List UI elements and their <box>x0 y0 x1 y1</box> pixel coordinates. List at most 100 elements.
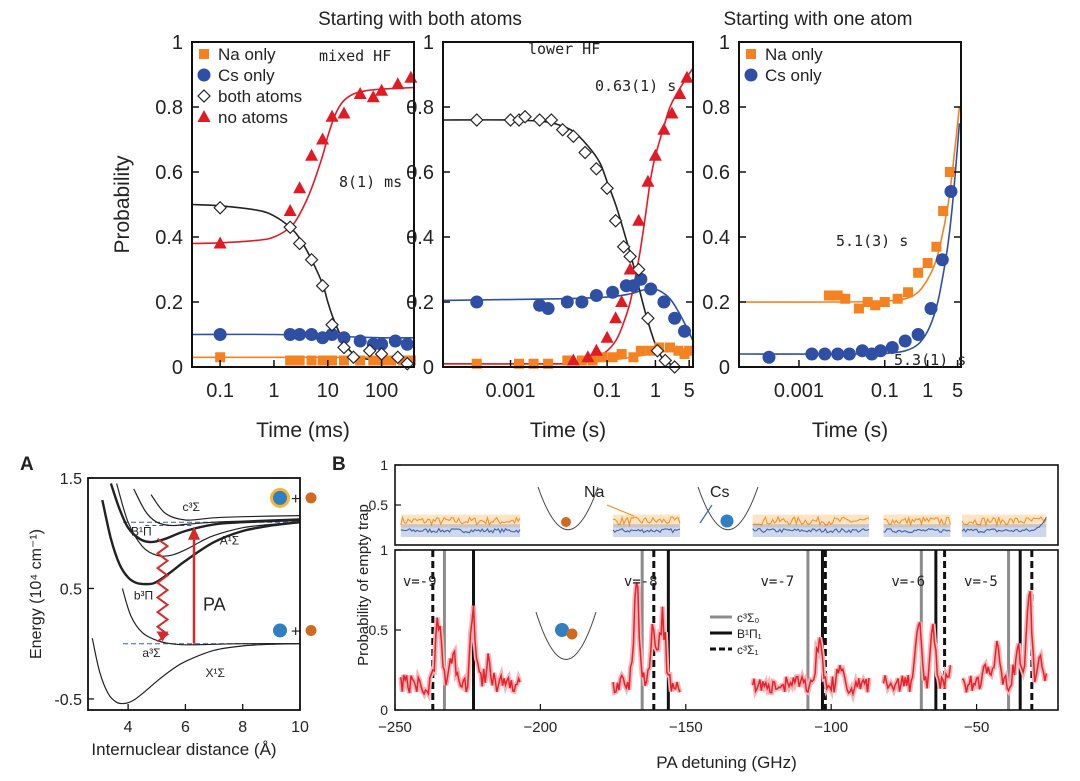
point-both-atoms <box>544 113 559 127</box>
annotation: 8(1) ms <box>339 173 402 191</box>
point-cs-only <box>560 295 574 309</box>
point-both-atoms <box>650 343 665 358</box>
point-na-only <box>832 290 843 301</box>
point-both-atoms <box>566 129 581 144</box>
trap-na-icon <box>537 486 599 531</box>
trace-cs <box>961 517 1047 534</box>
x-tick-label: −150 <box>669 719 703 736</box>
point-cs-only <box>634 272 648 286</box>
wavy-arrowhead <box>156 631 169 642</box>
trace-na <box>883 515 951 527</box>
point-na-only <box>576 355 587 366</box>
cs-atom-icon <box>555 623 569 637</box>
potential-curve <box>150 494 300 521</box>
curve-label: b³Π <box>134 589 153 603</box>
panel-b-pa-spectrum: Na Cs v=-9 v=-8 v=-7 v=-6 v=-5 c³Σ₀ B¹Π₁ c³Σ₁ 0.5 1… <box>355 457 1059 772</box>
top-panel-mixed-hf: 0 0.2 0.4 0.6 0.8 1 0.1 1 10 100 Time (ms) Probabil… <box>111 32 418 442</box>
x-tick-label: 5 <box>952 380 963 402</box>
legend-label: both atoms <box>218 87 302 106</box>
legend-label: no atoms <box>218 108 288 127</box>
trap-cs-icon <box>697 486 759 531</box>
axes-frame <box>191 41 415 368</box>
point-na-only <box>903 287 914 298</box>
point-na-only <box>405 355 416 366</box>
point-na-only <box>317 355 328 366</box>
x-axis-label: PA detuning (GHz) <box>656 753 796 772</box>
point-no-atoms <box>404 70 418 83</box>
y-tick-label: 0 <box>380 702 388 718</box>
cs-pointer <box>699 504 713 524</box>
cs-atom-icon <box>273 490 287 505</box>
point-no-atoms <box>353 87 367 99</box>
annotation: 5.1(3) s <box>836 232 908 250</box>
point-na-only <box>528 358 539 369</box>
x-tick-label: 0.001 <box>774 380 824 402</box>
x-axis-label: Time (s) <box>812 419 888 442</box>
point-no-atoms <box>283 204 297 216</box>
trace-cs <box>752 527 870 534</box>
trace-red <box>961 590 1048 693</box>
point-cs-only <box>657 295 671 309</box>
trace-band-cs <box>400 524 521 537</box>
point-na-only <box>471 358 482 369</box>
point-no-atoms <box>589 343 603 356</box>
top-panel-lower-hf: 0 0.2 0.4 0.6 0.8 1 0.001 0.1 1 5 Time (s) lower HF… <box>406 32 695 442</box>
point-na-only <box>862 297 873 307</box>
annotation: mixed HF <box>319 47 391 65</box>
point-cs-only <box>911 328 925 341</box>
point-cs-only <box>944 185 958 198</box>
point-both-atoms <box>600 181 614 196</box>
point-both-atoms <box>304 252 319 267</box>
vibrational-label: v=-7 <box>760 574 794 590</box>
point-na-only <box>215 352 226 363</box>
axes-frame <box>87 477 301 711</box>
point-na-only <box>938 206 949 216</box>
na-atom-icon <box>561 517 571 527</box>
point-cs-only <box>353 334 367 348</box>
x-axis-label: Time (ms) <box>256 419 350 442</box>
point-both-atoms <box>283 220 298 235</box>
trace-red <box>612 582 681 694</box>
point-both-atoms <box>315 278 330 293</box>
trace-band-cs <box>752 524 869 537</box>
potential-curve <box>101 499 300 586</box>
point-cs-only <box>668 311 682 325</box>
point-both-atoms <box>555 122 570 137</box>
header-both-atoms: Starting with both atoms <box>318 9 522 30</box>
point-cs-only <box>541 302 555 315</box>
point-no-atoms <box>316 132 330 145</box>
trace-red <box>751 637 870 697</box>
y-tick-label: 0 <box>172 357 183 379</box>
point-na-only <box>673 345 684 356</box>
point-cs-only <box>325 328 339 341</box>
point-both-atoms <box>518 109 532 124</box>
point-cs-only <box>935 253 949 267</box>
point-na-only <box>285 355 296 366</box>
vibrational-label: v=-9 <box>403 574 437 590</box>
point-na-only <box>543 358 554 369</box>
point-na-only <box>628 352 639 363</box>
legend-label: Cs only <box>218 66 275 85</box>
x-axis-label: Internuclear distance (Å) <box>91 740 276 759</box>
point-cs-only <box>400 337 414 351</box>
trace-na <box>752 515 870 526</box>
y-tick-label: 0.8 <box>702 97 730 119</box>
curve-label: X¹Σ <box>205 666 224 680</box>
y-tick-label: 0.4 <box>406 227 434 249</box>
panel-label-a: A <box>20 454 34 475</box>
y-tick-label: 1 <box>380 542 388 558</box>
legend-label: B¹Π₁ <box>737 627 762 641</box>
point-no-atoms <box>680 70 694 83</box>
x-tick-label: 0.1 <box>206 380 234 402</box>
x-tick-label: 10 <box>291 719 309 736</box>
y-tick-label: 1.5 <box>60 471 82 488</box>
point-cs-only <box>644 282 658 296</box>
point-both-atoms <box>578 145 592 160</box>
point-no-atoms <box>632 213 646 226</box>
potential-curve <box>91 638 300 705</box>
legend-label: c³Σ₁ <box>737 643 758 657</box>
point-no-atoms <box>293 181 307 194</box>
x-tick-label: 6 <box>181 719 190 736</box>
pa-arrow-label: PA <box>203 595 226 615</box>
